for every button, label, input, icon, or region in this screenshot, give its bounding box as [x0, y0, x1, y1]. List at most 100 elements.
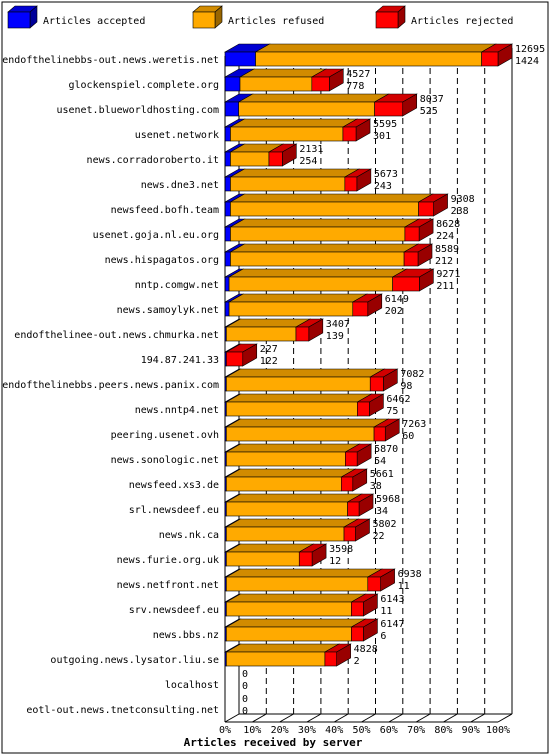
bar-articles-rejected: [351, 601, 364, 617]
value-label-rejected: 6: [380, 631, 386, 642]
category-label: peering.usenet.ovh: [111, 430, 219, 441]
value-label-rejected: 211: [436, 281, 454, 292]
bar-top-articles-refused: [225, 618, 367, 628]
bar-articles-rejected: [347, 501, 360, 517]
bar-articles-refused: [230, 176, 346, 192]
value-label-total: 0: [242, 669, 248, 680]
category-label: endofthelinebbs-out.news.weretis.net: [2, 55, 219, 66]
value-label-total: 4828: [354, 644, 378, 655]
value-label-total: 5661: [370, 469, 394, 480]
bar-articles-rejected: [343, 526, 356, 542]
category-label: news.sonologic.net: [111, 455, 219, 466]
floor-diagonal: [224, 713, 240, 723]
value-label-total: 8037: [420, 94, 444, 105]
value-label-total: 5870: [374, 444, 398, 455]
bar-articles-refused: [255, 51, 482, 67]
bar-articles-accepted: [224, 226, 231, 242]
x-tick-label: 90%: [462, 725, 480, 736]
value-label-total: 5968: [376, 494, 400, 505]
bar-articles-rejected: [344, 176, 358, 192]
floor-diagonal: [388, 713, 404, 723]
value-label-rejected: 243: [374, 181, 392, 192]
bar-articles-refused: [226, 551, 300, 567]
bar-articles-rejected: [403, 251, 419, 267]
bar-articles-refused: [226, 376, 371, 392]
value-label-rejected: 254: [299, 156, 317, 167]
x-tick-label: 0%: [219, 725, 231, 736]
category-label: srl.newsdeef.eu: [129, 505, 219, 516]
value-label-total: 6147: [380, 619, 404, 630]
bar-articles-rejected: [340, 476, 354, 492]
value-label-rejected: 11: [380, 606, 392, 617]
bar-articles-accepted: [224, 101, 239, 117]
x-tick-label: 80%: [434, 725, 452, 736]
bar-top-articles-refused: [238, 68, 327, 78]
value-label-rejected: 75: [386, 406, 398, 417]
bar-articles-refused: [230, 151, 270, 167]
category-label: news.corradoroberto.it: [87, 155, 219, 166]
value-label-rejected: 0: [242, 706, 248, 717]
bar-articles-refused: [230, 251, 405, 267]
category-label: newsfeed.bofh.team: [111, 205, 219, 216]
bar-articles-refused: [228, 301, 354, 317]
value-label-total: 7263: [402, 419, 426, 430]
value-label-rejected: 22: [372, 531, 384, 542]
value-label-rejected: 122: [260, 356, 278, 367]
x-tick-label: 100%: [486, 725, 510, 736]
value-label-rejected: 139: [326, 331, 344, 342]
category-label: nntp.comgw.net: [135, 280, 219, 291]
category-label: localhost: [165, 680, 219, 691]
value-label-total: 8628: [436, 219, 460, 230]
value-label-rejected: 2: [354, 656, 360, 667]
bar-articles-refused: [239, 76, 313, 92]
category-label: srv.newsdeef.eu: [129, 605, 219, 616]
category-label: glockenspiel.complete.org: [68, 80, 219, 91]
bar-articles-rejected: [392, 276, 420, 292]
bar-articles-refused: [226, 501, 348, 517]
legend-label-articles-rejected: Articles rejected: [411, 16, 513, 27]
bar-articles-refused: [226, 576, 369, 592]
bar-articles-refused: [230, 201, 419, 217]
bar-articles-accepted: [224, 76, 241, 92]
value-label-total: 8589: [435, 244, 459, 255]
value-label-rejected: 34: [376, 506, 388, 517]
bar-articles-refused: [226, 451, 346, 467]
bar-articles-accepted: [224, 276, 230, 292]
legend-swatch-articles-accepted: [7, 11, 31, 29]
x-tick-label: 70%: [407, 725, 425, 736]
value-label-rejected: 778: [346, 81, 364, 92]
value-label-total: 5673: [374, 169, 398, 180]
bar-articles-rejected: [295, 326, 310, 342]
bar-top-articles-refused: [225, 543, 315, 553]
bar-articles-accepted: [224, 176, 231, 192]
legend-swatch-articles-rejected: [375, 11, 399, 29]
category-label: usenet.network: [135, 130, 219, 141]
bar-top-articles-refused: [225, 568, 383, 578]
value-label-total: 5802: [372, 519, 396, 530]
floor-diagonal: [415, 713, 431, 723]
labels-layer: endofthelinebbs-out.news.weretis.net1269…: [2, 44, 545, 717]
legend-label-articles-refused: Articles refused: [228, 16, 324, 27]
bar-articles-rejected: [367, 576, 381, 592]
value-label-rejected: 38: [370, 481, 382, 492]
category-label: news.samoylyk.net: [117, 305, 219, 316]
bar-top-articles-refused: [227, 293, 368, 303]
bar-articles-rejected: [481, 51, 499, 67]
bar-top-articles-refused: [229, 118, 359, 128]
bars-layer: [223, 43, 514, 667]
bar-articles-rejected: [374, 101, 404, 117]
axis-layer: 0% 10% 20% 30% 40% 50% 60% 70% 80% 90% 100%: [219, 56, 510, 736]
value-label-rejected: 12: [329, 556, 341, 567]
x-tick-label: 30%: [298, 725, 316, 736]
floor-diagonal: [279, 713, 294, 723]
bar-top-articles-refused: [225, 393, 373, 403]
bar-articles-rejected: [357, 401, 370, 417]
category-label: usenet.goja.nl.eu.org: [93, 230, 219, 241]
value-label-rejected: 212: [435, 256, 453, 267]
category-label: eotl-out.news.tnetconsulting.net: [26, 705, 219, 716]
bar-articles-rejected: [298, 551, 313, 567]
bar-articles-refused: [230, 226, 406, 242]
category-label: news.netfront.net: [117, 580, 219, 591]
bar-top-articles-refused: [225, 443, 361, 453]
x-tick-label: 50%: [352, 725, 370, 736]
